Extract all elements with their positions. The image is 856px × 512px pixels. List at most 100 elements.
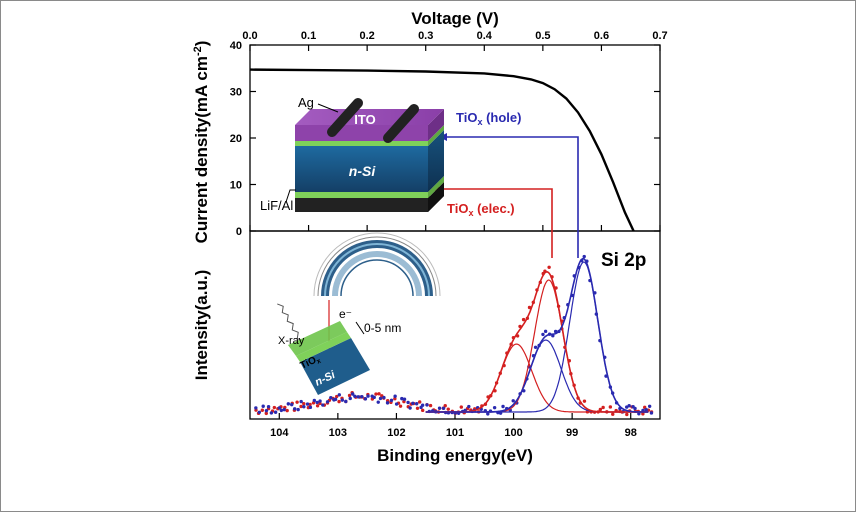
xps-point bbox=[398, 404, 403, 408]
xps-point bbox=[382, 395, 386, 400]
xps-point bbox=[598, 407, 603, 412]
jv-curve bbox=[249, 68, 635, 232]
xps-point bbox=[292, 407, 297, 411]
xps-point bbox=[315, 404, 320, 408]
xps-point bbox=[376, 400, 380, 404]
xps-point bbox=[394, 402, 399, 406]
xps-point bbox=[261, 404, 265, 408]
current-tick-label: 10 bbox=[230, 180, 242, 192]
xps-point bbox=[340, 398, 345, 402]
xps-point bbox=[254, 406, 258, 410]
xps-point bbox=[333, 397, 338, 402]
xps-point bbox=[647, 404, 652, 408]
xps-point bbox=[625, 412, 629, 417]
xps-point bbox=[637, 412, 641, 416]
blue-envelope bbox=[425, 257, 649, 413]
xps-point bbox=[282, 407, 286, 412]
energy-tick-label: 103 bbox=[329, 427, 347, 439]
xps-point bbox=[437, 406, 442, 410]
current-tick-label: 0 bbox=[236, 226, 242, 238]
xps-point bbox=[402, 397, 407, 401]
xps-point bbox=[264, 408, 269, 413]
xps-point bbox=[308, 405, 313, 410]
lif-leader bbox=[285, 189, 296, 203]
red-envelope bbox=[425, 271, 649, 413]
xps-point bbox=[420, 408, 425, 413]
intensity-axis-title: Intensity(a.u.) bbox=[192, 270, 211, 381]
current-ticks: 0 10 20 30 40 bbox=[230, 40, 660, 238]
xps-point bbox=[290, 402, 294, 407]
xps-point bbox=[511, 399, 515, 403]
xps-point bbox=[299, 399, 303, 404]
xps-point bbox=[389, 398, 394, 403]
xps-point bbox=[277, 406, 282, 410]
xps-point bbox=[486, 412, 490, 416]
xps-point bbox=[334, 394, 339, 399]
xps-point bbox=[443, 404, 447, 408]
xps-point bbox=[411, 401, 415, 405]
xps-point bbox=[312, 398, 317, 403]
xps-point bbox=[353, 394, 357, 398]
xps-point bbox=[347, 393, 352, 398]
xps-point bbox=[360, 394, 364, 399]
xps-point bbox=[286, 402, 291, 406]
voltage-tick-label: 0.0 bbox=[242, 30, 257, 42]
fit-component bbox=[425, 343, 649, 413]
xps-point bbox=[415, 406, 420, 410]
xps-point bbox=[363, 397, 368, 401]
xps-point bbox=[257, 410, 262, 415]
energy-tick-label: 99 bbox=[566, 427, 578, 439]
xps-point bbox=[420, 403, 425, 407]
tiox-elec-connector bbox=[433, 188, 553, 258]
xps-point bbox=[441, 406, 446, 410]
xps-inset bbox=[277, 232, 441, 395]
xps-point bbox=[337, 399, 341, 404]
xps-point bbox=[318, 399, 322, 403]
xps-point bbox=[541, 332, 545, 337]
xps-point bbox=[408, 406, 412, 410]
energy-tick-label: 104 bbox=[270, 427, 289, 439]
xps-point bbox=[356, 395, 360, 399]
electron-label: e⁻ bbox=[339, 307, 352, 321]
xps-fit-curves bbox=[425, 257, 649, 413]
lif-label: LiF/Al bbox=[260, 198, 293, 213]
si2p-label: Si 2p bbox=[601, 250, 646, 271]
xps-point bbox=[547, 265, 551, 270]
xps-point bbox=[644, 408, 648, 412]
xps-point bbox=[400, 396, 404, 401]
xps-point bbox=[414, 402, 419, 406]
xps-point bbox=[627, 403, 631, 408]
ag-label: Ag bbox=[298, 95, 314, 110]
xps-point bbox=[351, 392, 355, 396]
xps-point bbox=[321, 403, 325, 407]
voltage-tick-label: 0.1 bbox=[301, 30, 316, 42]
current-tick-label: 30 bbox=[230, 87, 242, 99]
xps-point bbox=[406, 400, 410, 405]
energy-tick-label: 98 bbox=[625, 427, 637, 439]
xps-point bbox=[467, 404, 471, 409]
current-axis-title: Current density(mA cm-2) bbox=[192, 41, 211, 244]
xps-point bbox=[269, 411, 274, 415]
xps-point bbox=[272, 405, 277, 410]
xps-point bbox=[543, 329, 548, 334]
voltage-tick-label: 0.4 bbox=[477, 30, 493, 42]
voltage-tick-label: 0.5 bbox=[535, 30, 550, 42]
xps-point bbox=[378, 396, 383, 401]
xps-point bbox=[344, 399, 348, 404]
xps-point bbox=[374, 392, 378, 396]
xps-point bbox=[492, 405, 497, 410]
xps-point bbox=[641, 412, 645, 416]
xps-point bbox=[325, 400, 330, 404]
xps-point bbox=[295, 400, 299, 404]
xps-point bbox=[366, 394, 370, 398]
xps-point bbox=[285, 408, 289, 413]
fit-component bbox=[425, 261, 649, 413]
xps-point bbox=[299, 404, 303, 409]
xps-point bbox=[533, 345, 538, 349]
xps-point bbox=[264, 411, 268, 416]
xps-point bbox=[393, 394, 397, 398]
xps-point bbox=[611, 412, 615, 416]
xps-point bbox=[582, 399, 587, 403]
xps-point bbox=[315, 400, 319, 405]
